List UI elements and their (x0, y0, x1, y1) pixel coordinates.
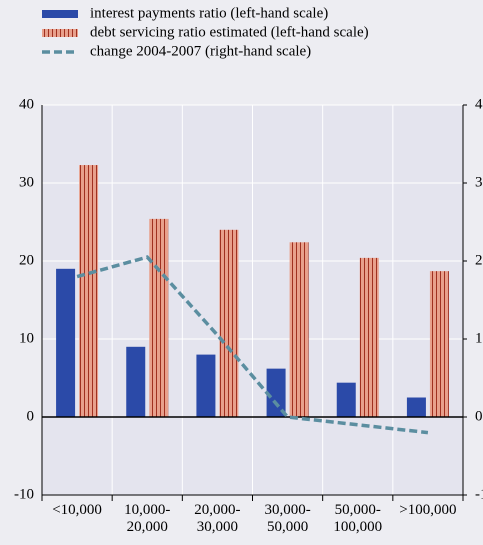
bar (406, 397, 426, 417)
y2-tick-label: -1 (475, 486, 483, 502)
bar (219, 229, 239, 417)
bar (56, 268, 76, 417)
y-tick-label: 10 (19, 330, 34, 346)
legend-label: debt servicing ratio estimated (left-han… (90, 24, 369, 40)
bar (289, 242, 309, 417)
bar (196, 354, 216, 417)
bar (149, 218, 169, 417)
x-tick-label: <10,000 (52, 502, 102, 518)
x-tick-label: 50,000- 100,000 (333, 502, 383, 535)
bar (126, 346, 146, 417)
x-tick-label: 10,000- 20,000 (124, 502, 171, 535)
bar (79, 165, 99, 417)
y-tick-label: 20 (19, 252, 34, 268)
bar (266, 368, 286, 417)
y2-tick-label: 0 (475, 408, 483, 424)
y2-tick-label: 3 (475, 174, 483, 190)
y2-tick-label: 1 (475, 330, 483, 346)
y-tick-label: 0 (27, 408, 35, 424)
line-series (76, 255, 429, 435)
y-tick-label: 40 (19, 96, 34, 112)
x-tick-label: >100,000 (399, 502, 457, 518)
legend-swatch (42, 10, 78, 18)
bar (336, 382, 356, 417)
y2-tick-label: 2 (475, 252, 483, 268)
legend-label: change 2004-2007 (right-hand scale) (90, 43, 311, 59)
y2-tick-label: 4 (475, 96, 483, 112)
legend-swatch (42, 29, 78, 37)
x-tick-label: 30,000- 50,000 (264, 502, 311, 535)
bar (429, 271, 449, 417)
y-tick-label: -10 (14, 486, 34, 502)
bar (359, 257, 379, 417)
x-tick-label: 20,000- 30,000 (194, 502, 241, 535)
y-tick-label: 30 (19, 174, 34, 190)
legend-label: interest payments ratio (left-hand scale… (90, 5, 328, 21)
